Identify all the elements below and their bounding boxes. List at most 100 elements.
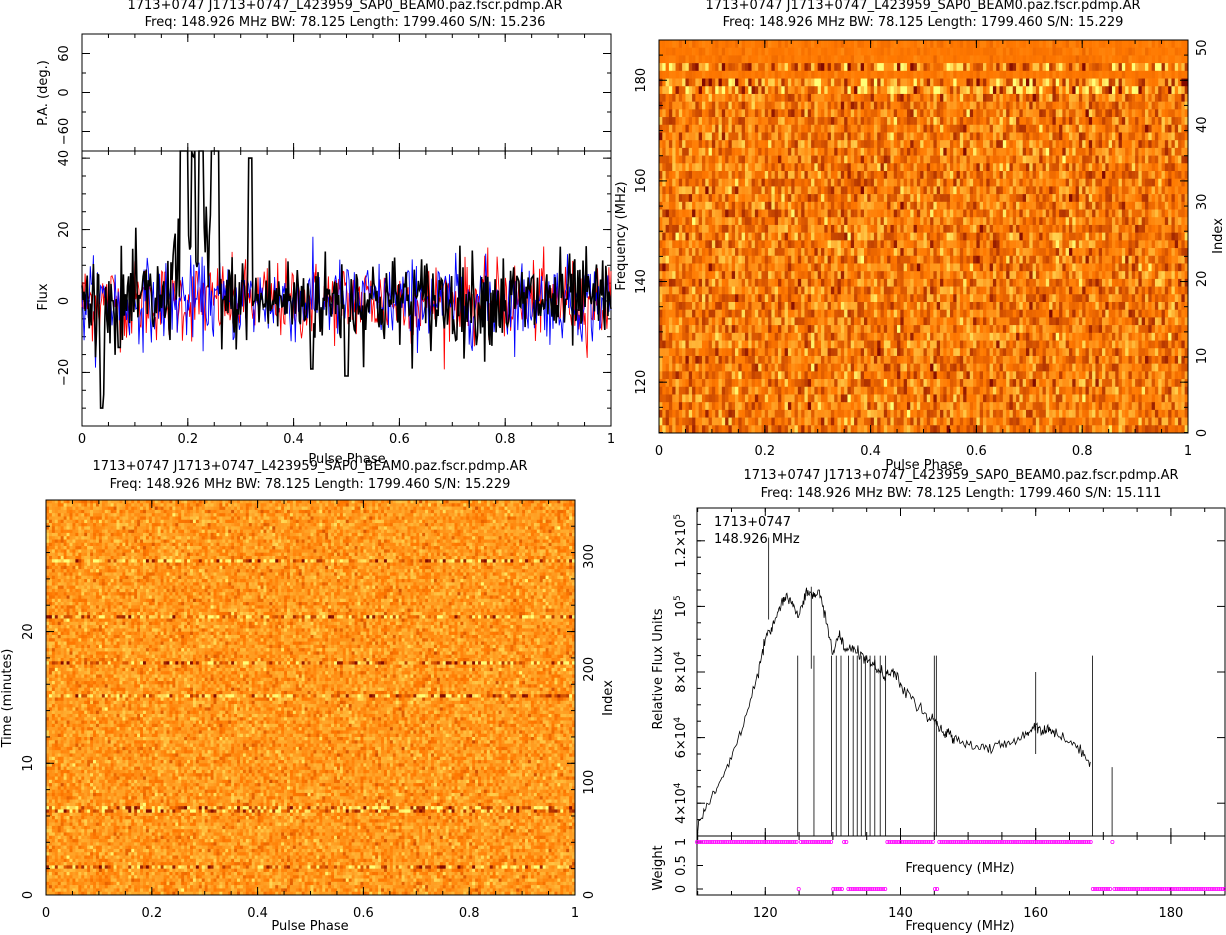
heat-cell xyxy=(1181,186,1185,194)
heat-cell xyxy=(712,217,716,225)
heat-cell xyxy=(1162,163,1166,171)
heat-cell xyxy=(801,248,805,256)
heat-cell xyxy=(1092,125,1096,133)
heat-cell xyxy=(1171,86,1175,94)
heat-cell xyxy=(771,194,775,202)
heat-cell xyxy=(758,71,762,79)
heat-cell xyxy=(735,248,739,256)
heat-cell xyxy=(861,248,865,256)
heat-cell xyxy=(798,86,802,94)
heat-cell xyxy=(659,156,663,164)
heat-cell xyxy=(771,217,775,225)
heat-cell xyxy=(1112,71,1116,79)
heat-cell xyxy=(920,202,924,210)
heat-cell xyxy=(983,202,987,210)
heat-cell xyxy=(1115,109,1119,117)
heat-cell xyxy=(801,102,805,110)
heat-cell xyxy=(1036,194,1040,202)
heat-cell xyxy=(765,217,769,225)
heat-cell xyxy=(847,256,851,264)
heat-cell xyxy=(715,79,719,87)
heat-cell xyxy=(662,225,666,233)
heat-cell xyxy=(659,117,663,125)
heat-cell xyxy=(1036,186,1040,194)
heat-cell xyxy=(970,256,974,264)
heat-cell xyxy=(814,109,818,117)
heat-cell xyxy=(1181,171,1185,179)
heat-cell xyxy=(791,171,795,179)
heat-cell xyxy=(1115,194,1119,202)
heat-cell xyxy=(1056,179,1060,187)
heat-cell xyxy=(728,163,732,171)
heat-cell xyxy=(973,186,977,194)
heat-cell xyxy=(933,102,937,110)
heat-cell xyxy=(722,179,726,187)
heat-cell xyxy=(775,117,779,125)
heat-cell xyxy=(1112,148,1116,156)
heat-cell xyxy=(732,186,736,194)
heat-cell xyxy=(1099,186,1103,194)
heat-cell xyxy=(814,148,818,156)
heat-cell xyxy=(1148,171,1152,179)
heat-cell xyxy=(719,140,723,148)
heat-cell xyxy=(1059,63,1063,71)
heat-cell xyxy=(1148,79,1152,87)
heat-cell xyxy=(857,233,861,241)
heat-cell xyxy=(1089,179,1093,187)
heat-cell xyxy=(844,217,848,225)
heat-cell xyxy=(765,248,769,256)
heat-cell xyxy=(1029,79,1033,87)
heat-cell xyxy=(861,186,865,194)
heat-cell xyxy=(1152,40,1156,48)
heat-cell xyxy=(996,109,1000,117)
heat-cell xyxy=(900,55,904,63)
heat-cell xyxy=(1095,163,1099,171)
heat-cell xyxy=(709,233,713,241)
heat-cell xyxy=(1122,79,1126,87)
heat-cell xyxy=(907,48,911,56)
heat-cell xyxy=(752,179,756,187)
heat-cell xyxy=(1052,256,1056,264)
heat-cell xyxy=(861,233,865,241)
heat-cell xyxy=(1009,40,1013,48)
heat-cell xyxy=(702,256,706,264)
heat-cell xyxy=(771,210,775,218)
heat-cell xyxy=(1082,48,1086,56)
heat-cell xyxy=(778,86,782,94)
heat-cell xyxy=(1059,210,1063,218)
heat-cell xyxy=(1145,171,1149,179)
heat-cell xyxy=(927,125,931,133)
heat-cell xyxy=(1122,156,1126,164)
heat-cell xyxy=(659,94,663,102)
heat-cell xyxy=(1145,79,1149,87)
heat-cell xyxy=(924,186,928,194)
heat-cell xyxy=(1049,132,1053,140)
heat-cell xyxy=(1000,71,1004,79)
heat-cell xyxy=(1062,117,1066,125)
heat-cell xyxy=(970,171,974,179)
heat-cell xyxy=(1128,210,1132,218)
heat-cell xyxy=(722,40,726,48)
heat-cell xyxy=(1142,79,1146,87)
heat-cell xyxy=(795,94,799,102)
heat-cell xyxy=(980,263,984,271)
heat-cell xyxy=(854,256,858,264)
heat-cell xyxy=(689,71,693,79)
heat-cell xyxy=(973,86,977,94)
heat-cell xyxy=(755,79,759,87)
heat-cell xyxy=(748,63,752,71)
heat-cell xyxy=(1099,217,1103,225)
heat-cell xyxy=(966,202,970,210)
heat-cell xyxy=(1158,263,1162,271)
heat-cell xyxy=(1165,194,1169,202)
heat-cell xyxy=(666,86,670,94)
heat-cell xyxy=(702,194,706,202)
heat-cell xyxy=(980,40,984,48)
heat-cell xyxy=(980,140,984,148)
heat-cell xyxy=(851,48,855,56)
heat-cell xyxy=(1168,48,1172,56)
heat-cell xyxy=(1069,248,1073,256)
heat-cell xyxy=(692,86,696,94)
heat-cell xyxy=(748,171,752,179)
heat-cell xyxy=(887,210,891,218)
